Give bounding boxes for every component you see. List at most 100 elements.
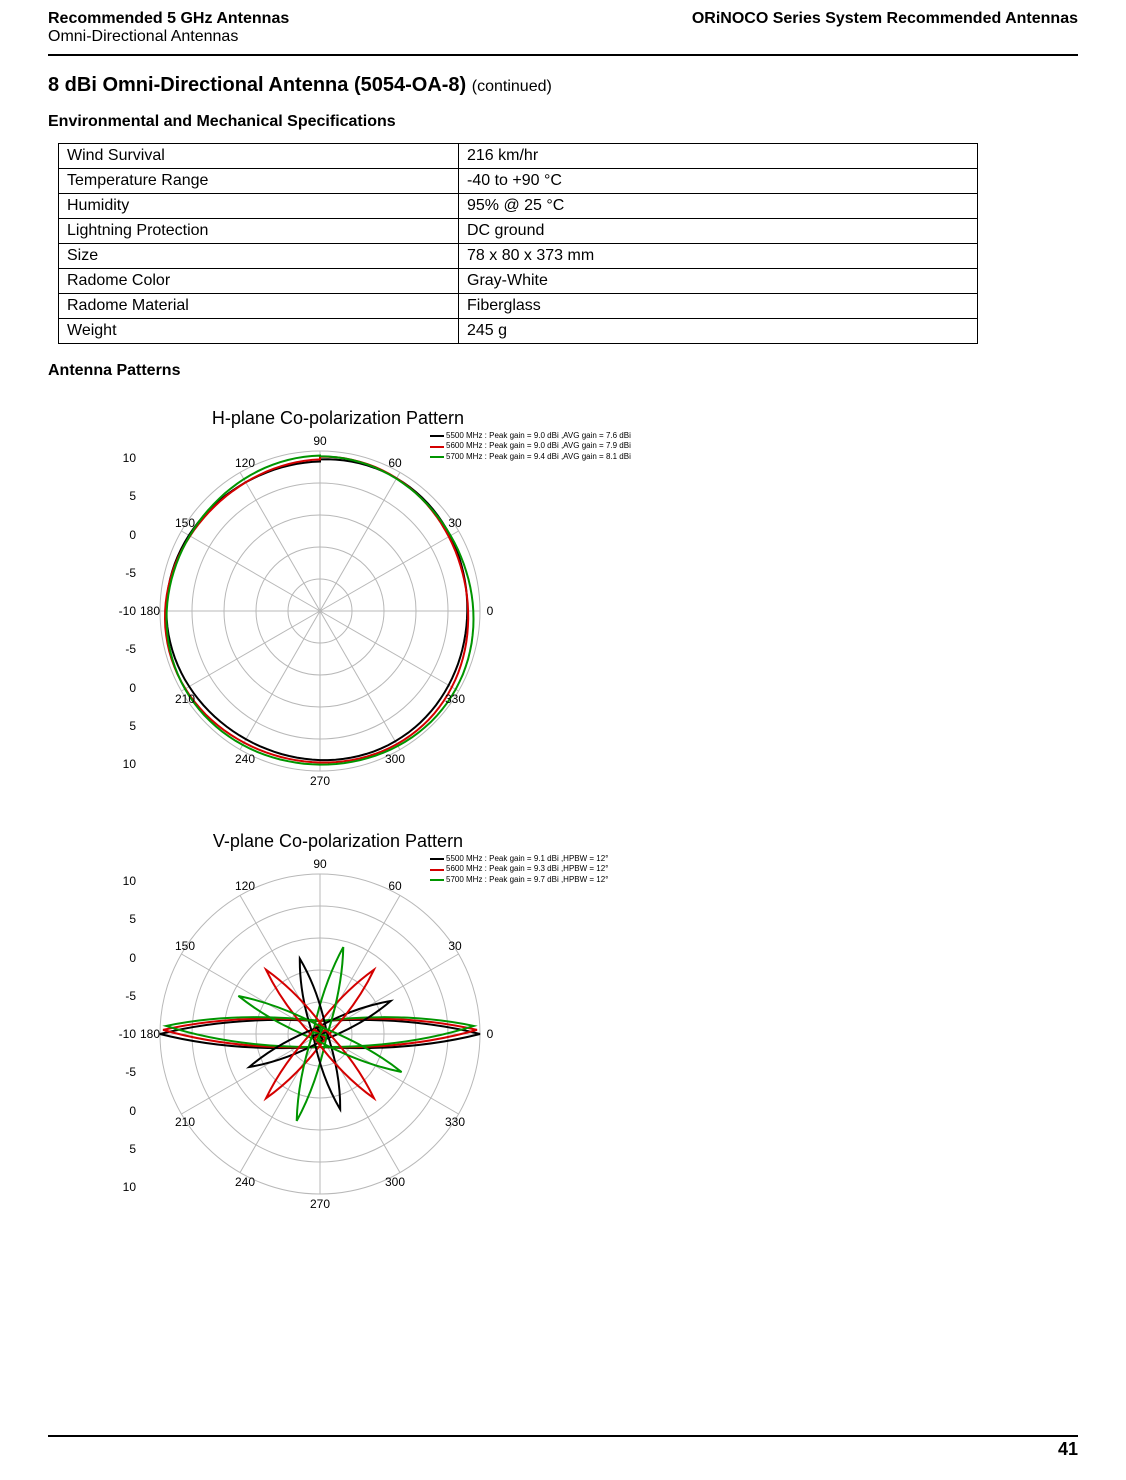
angle-label: 150 xyxy=(175,939,195,953)
legend-text: 5500 MHz : Peak gain = 9.0 dBi ,AVG gain… xyxy=(446,431,631,441)
radial-tick: -5 xyxy=(108,989,136,1003)
table-row: Temperature Range-40 to +90 °C xyxy=(59,169,978,194)
table-cell: Weight xyxy=(59,319,459,344)
table-row: Wind Survival216 km/hr xyxy=(59,144,978,169)
angle-label: 180 xyxy=(140,1027,160,1041)
title-main: 8 dBi Omni-Directional Antenna (5054-OA-… xyxy=(48,74,472,96)
radial-tick: 10 xyxy=(108,874,136,888)
angle-label: 330 xyxy=(445,1115,465,1129)
angle-label: 210 xyxy=(175,692,195,706)
env-spec-table: Wind Survival216 km/hrTemperature Range-… xyxy=(58,143,978,344)
angle-label: 90 xyxy=(313,857,326,871)
legend-text: 5700 MHz : Peak gain = 9.4 dBi ,AVG gain… xyxy=(446,452,631,462)
legend-text: 5600 MHz : Peak gain = 9.0 dBi ,AVG gain… xyxy=(446,441,631,451)
radial-tick: 5 xyxy=(108,912,136,926)
angle-label: 30 xyxy=(448,939,461,953)
hplane-chart: 1050-5-10-50510 5500 MHz : Peak gain = 9… xyxy=(108,431,1078,791)
table-cell: DC ground xyxy=(459,219,978,244)
legend-text: 5500 MHz : Peak gain = 9.1 dBi ,HPBW = 1… xyxy=(446,854,608,864)
table-cell: Temperature Range xyxy=(59,169,459,194)
vplane-radial-labels: 1050-5-10-50510 xyxy=(108,874,136,1194)
angle-label: 270 xyxy=(310,1197,330,1211)
legend-swatch xyxy=(430,446,444,448)
page-title: 8 dBi Omni-Directional Antenna (5054-OA-… xyxy=(48,74,1078,97)
env-heading: Environmental and Mechanical Specificati… xyxy=(48,113,1078,131)
legend-row: 5500 MHz : Peak gain = 9.0 dBi ,AVG gain… xyxy=(430,431,631,441)
table-row: Size78 x 80 x 373 mm xyxy=(59,244,978,269)
page-header: Recommended 5 GHz Antennas Omni-Directio… xyxy=(48,0,1078,46)
legend-row: 5500 MHz : Peak gain = 9.1 dBi ,HPBW = 1… xyxy=(430,854,608,864)
patterns-heading: Antenna Patterns xyxy=(48,362,1078,380)
legend-row: 5600 MHz : Peak gain = 9.3 dBi ,HPBW = 1… xyxy=(430,864,608,874)
header-left-line1: Recommended 5 GHz Antennas xyxy=(48,10,289,28)
radial-tick: 10 xyxy=(108,451,136,465)
radial-tick: 0 xyxy=(108,528,136,542)
table-cell: Radome Material xyxy=(59,294,459,319)
table-row: Humidity95% @ 25 °C xyxy=(59,194,978,219)
table-cell: Radome Color xyxy=(59,269,459,294)
vplane-chart: 10 5 0 -5 -10 -5 0 5 10 5500 MHz : Peak gain = 9… xyxy=(108,854,1078,1214)
angle-label: 330 xyxy=(445,692,465,706)
table-cell: 216 km/hr xyxy=(459,144,978,169)
header-left-line2: Omni-Directional Antennas xyxy=(48,28,289,46)
table-row: Radome ColorGray-White xyxy=(59,269,978,294)
legend-swatch xyxy=(430,456,444,458)
legend-swatch xyxy=(430,879,444,881)
hplane-radial-labels: 1050-5-10-50510 xyxy=(108,451,136,771)
header-divider xyxy=(48,54,1078,56)
legend-text: 5700 MHz : Peak gain = 9.7 dBi ,HPBW = 1… xyxy=(446,875,608,885)
angle-label: 30 xyxy=(448,516,461,530)
radial-tick: 0 xyxy=(108,681,136,695)
angle-label: 300 xyxy=(385,1175,405,1189)
radial-tick: -10 xyxy=(108,604,136,618)
hplane-legend: 5500 MHz : Peak gain = 9.0 dBi ,AVG gain… xyxy=(430,431,631,462)
table-cell: Humidity xyxy=(59,194,459,219)
table-cell: Gray-White xyxy=(459,269,978,294)
title-continued: (continued) xyxy=(472,78,552,95)
page-footer: 41 xyxy=(48,1435,1078,1460)
legend-row: 5700 MHz : Peak gain = 9.7 dBi ,HPBW = 1… xyxy=(430,875,608,885)
angle-label: 300 xyxy=(385,752,405,766)
angle-label: 60 xyxy=(388,879,401,893)
legend-row: 5600 MHz : Peak gain = 9.0 dBi ,AVG gain… xyxy=(430,441,631,451)
angle-label: 60 xyxy=(388,456,401,470)
legend-swatch xyxy=(430,858,444,860)
angle-label: 120 xyxy=(235,456,255,470)
legend-text: 5600 MHz : Peak gain = 9.3 dBi ,HPBW = 1… xyxy=(446,864,608,874)
table-cell: 95% @ 25 °C xyxy=(459,194,978,219)
table-cell: -40 to +90 °C xyxy=(459,169,978,194)
radial-tick: 10 xyxy=(108,1180,136,1194)
table-row: Weight245 g xyxy=(59,319,978,344)
vplane-title: V-plane Co-polarization Pattern xyxy=(148,831,528,852)
radial-tick: 0 xyxy=(108,1104,136,1118)
header-left: Recommended 5 GHz Antennas Omni-Directio… xyxy=(48,10,289,46)
angle-label: 270 xyxy=(310,774,330,788)
angle-label: 0 xyxy=(487,604,494,618)
radial-tick: 5 xyxy=(108,1142,136,1156)
radial-tick: -10 xyxy=(108,1027,136,1041)
table-cell: Wind Survival xyxy=(59,144,459,169)
angle-label: 120 xyxy=(235,879,255,893)
table-row: Lightning ProtectionDC ground xyxy=(59,219,978,244)
vplane-legend: 5500 MHz : Peak gain = 9.1 dBi ,HPBW = 1… xyxy=(430,854,608,885)
hplane-polar: 5500 MHz : Peak gain = 9.0 dBi ,AVG gain… xyxy=(140,431,500,791)
table-cell: 245 g xyxy=(459,319,978,344)
radial-tick: 10 xyxy=(108,757,136,771)
angle-label: 210 xyxy=(175,1115,195,1129)
legend-row: 5700 MHz : Peak gain = 9.4 dBi ,AVG gain… xyxy=(430,452,631,462)
angle-label: 240 xyxy=(235,752,255,766)
angle-label: 0 xyxy=(487,1027,494,1041)
table-cell: Fiberglass xyxy=(459,294,978,319)
radial-tick: -5 xyxy=(108,1065,136,1079)
radial-tick: 5 xyxy=(108,719,136,733)
table-cell: 78 x 80 x 373 mm xyxy=(459,244,978,269)
hplane-title: H-plane Co-polarization Pattern xyxy=(148,408,528,429)
vplane-svg xyxy=(140,854,500,1214)
table-cell: Size xyxy=(59,244,459,269)
angle-label: 90 xyxy=(313,434,326,448)
patterns-wrap: H-plane Co-polarization Pattern 10 5 0 -5 -1… xyxy=(48,408,1078,1214)
legend-swatch xyxy=(430,869,444,871)
angle-label: 150 xyxy=(175,516,195,530)
header-right: ORiNOCO Series System Recommended Antenn… xyxy=(692,10,1078,46)
vplane-polar: 5500 MHz : Peak gain = 9.1 dBi ,HPBW = 1… xyxy=(140,854,500,1214)
